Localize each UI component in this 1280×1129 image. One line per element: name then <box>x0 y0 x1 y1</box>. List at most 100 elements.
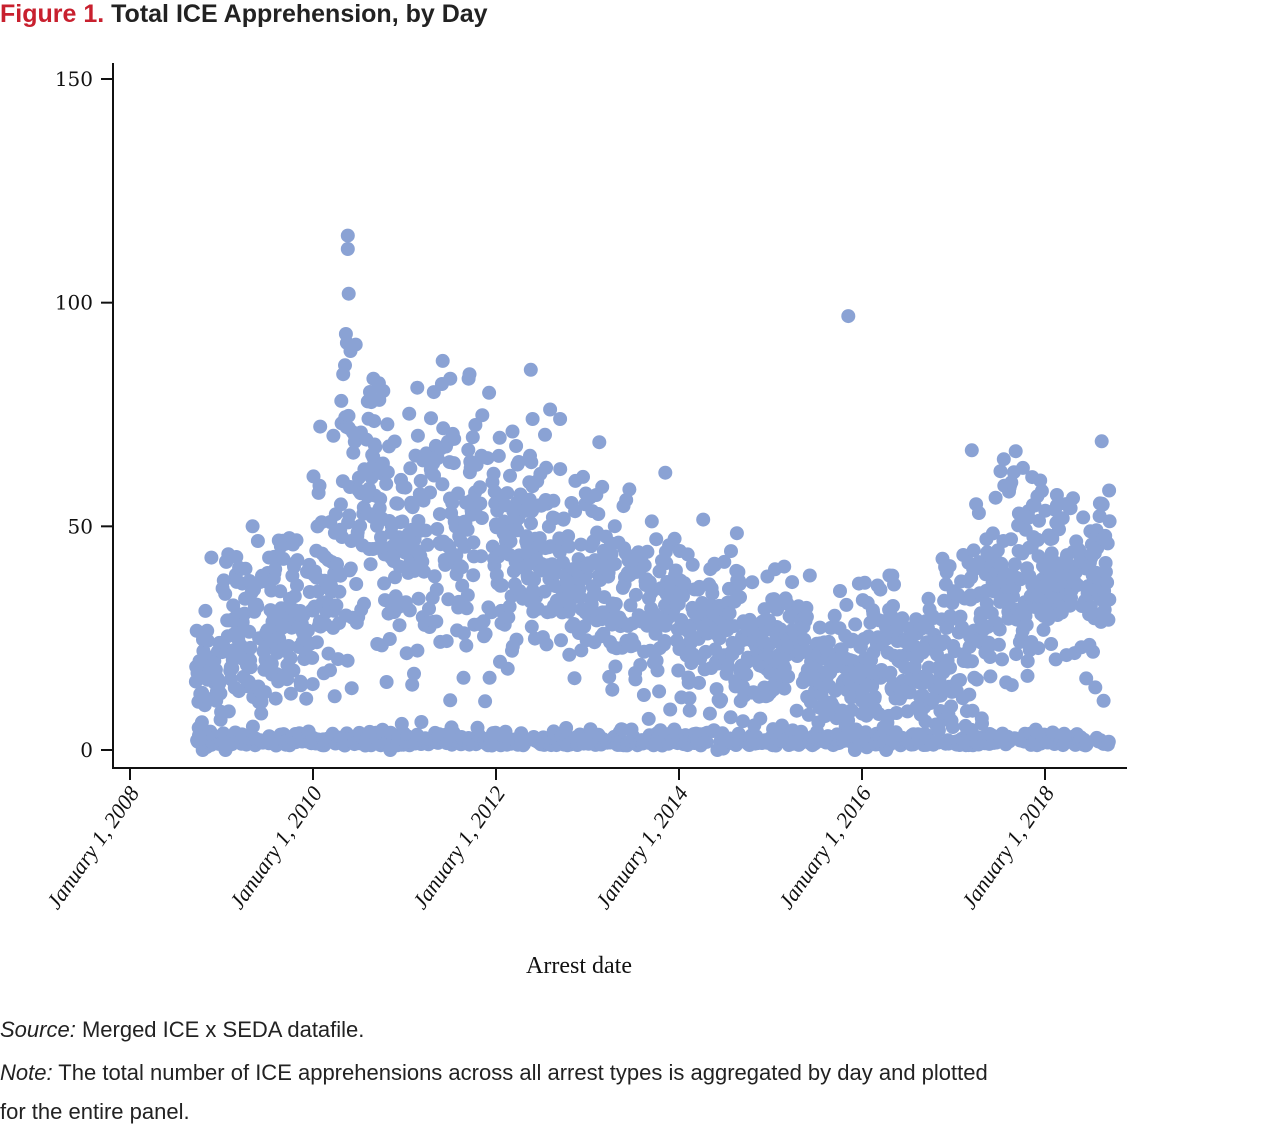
data-point <box>309 635 324 650</box>
data-point <box>283 686 298 701</box>
data-point <box>289 533 304 548</box>
data-point <box>561 529 576 544</box>
data-point <box>465 430 480 445</box>
data-point <box>873 582 888 597</box>
data-point <box>538 427 552 442</box>
data-point <box>889 706 904 720</box>
data-point <box>781 669 796 684</box>
data-point <box>524 619 539 634</box>
data-point <box>736 714 750 729</box>
data-point <box>194 715 209 730</box>
data-point <box>387 434 402 449</box>
data-point <box>821 634 836 649</box>
data-point <box>456 626 471 641</box>
data-point <box>342 508 357 523</box>
data-point <box>334 393 349 408</box>
data-point <box>682 691 697 706</box>
data-point <box>623 598 638 613</box>
data-point <box>472 480 487 495</box>
outlier-point <box>1096 693 1111 708</box>
data-point <box>983 650 998 664</box>
data-point <box>983 669 998 684</box>
data-point <box>554 633 568 648</box>
y-ticks: 0 50 100 150 <box>55 67 113 762</box>
data-point <box>714 692 729 707</box>
data-point <box>1044 637 1059 651</box>
note-caption-continued: for the entire panel. <box>0 1096 190 1128</box>
data-point <box>677 576 692 591</box>
scatter-chart: 0 50 100 150 January 1, 2008 January 1, 2010… <box>41 63 1127 979</box>
data-point <box>411 591 426 606</box>
data-point <box>357 596 371 611</box>
data-point <box>238 561 253 576</box>
x-tick-label: January 1, 2016 <box>773 782 876 914</box>
data-point <box>517 737 531 752</box>
data-point <box>221 704 236 719</box>
data-point <box>501 610 516 625</box>
data-point <box>405 500 420 515</box>
data-point <box>213 686 228 701</box>
data-point <box>988 490 1003 505</box>
data-point <box>576 469 590 484</box>
data-point <box>474 549 489 564</box>
data-point <box>403 461 418 476</box>
data-point <box>313 419 328 434</box>
data-point <box>495 578 509 593</box>
data-point <box>1015 460 1030 475</box>
data-point <box>627 638 642 652</box>
data-point <box>446 456 461 471</box>
data-point <box>1086 644 1100 659</box>
data-point <box>272 631 287 646</box>
data-point <box>417 564 431 579</box>
data-point <box>290 553 305 568</box>
data-point <box>942 559 957 574</box>
data-point <box>1101 612 1116 627</box>
data-point <box>628 672 643 687</box>
data-point <box>671 663 686 678</box>
data-point <box>685 557 700 572</box>
data-point <box>543 402 558 417</box>
data-point <box>343 561 358 576</box>
data-point <box>1031 641 1046 656</box>
data-point <box>619 493 634 507</box>
outlier-point <box>371 376 386 391</box>
data-point <box>993 464 1008 479</box>
data-point <box>346 445 361 460</box>
data-point <box>486 466 501 481</box>
data-point <box>567 671 582 686</box>
data-point <box>432 507 447 522</box>
data-point <box>608 597 623 611</box>
data-point <box>491 448 506 463</box>
data-point <box>287 589 302 604</box>
data-point <box>595 479 610 494</box>
data-point <box>1009 647 1024 662</box>
outlier-point <box>1088 680 1103 695</box>
data-point <box>966 543 981 558</box>
data-point <box>723 710 738 725</box>
data-point <box>883 665 898 680</box>
data-point <box>502 599 517 614</box>
outlier-point <box>426 385 441 400</box>
data-point <box>753 711 768 726</box>
data-point <box>439 634 454 649</box>
data-point <box>478 694 493 709</box>
data-point <box>443 693 458 708</box>
data-point <box>1095 497 1110 512</box>
data-point <box>985 526 1000 541</box>
data-point <box>622 482 637 497</box>
data-point <box>812 620 827 635</box>
data-point <box>886 599 900 613</box>
data-point <box>405 677 420 692</box>
data-point <box>340 653 355 668</box>
data-point <box>1020 668 1035 683</box>
data-point <box>198 603 213 618</box>
data-point <box>797 632 812 647</box>
data-point <box>435 477 450 492</box>
figure-label: Figure 1. <box>0 0 105 28</box>
data-point <box>1060 556 1075 571</box>
outlier-point <box>802 568 817 583</box>
data-point <box>242 624 257 639</box>
data-point <box>568 504 583 519</box>
data-point <box>413 473 428 488</box>
data-point <box>705 586 720 601</box>
